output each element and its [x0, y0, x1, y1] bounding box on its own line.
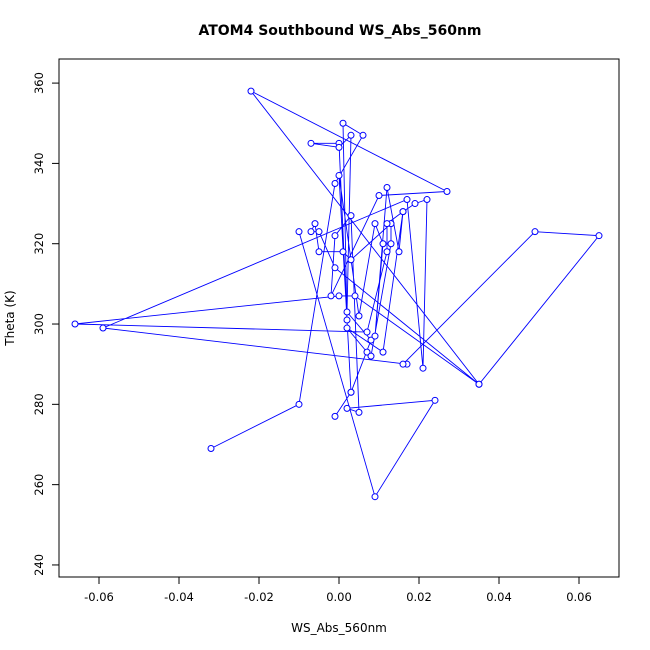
x-axis-label: WS_Abs_560nm — [291, 621, 387, 635]
x-axis: -0.06 -0.04 -0.02 0.00 0.02 0.04 0.06 — [84, 576, 592, 604]
x-tick-label: 0.06 — [566, 590, 592, 604]
data-point — [347, 256, 355, 264]
data-point — [375, 192, 383, 200]
data-point — [351, 292, 359, 300]
x-tick-label: -0.02 — [244, 590, 274, 604]
data-point — [423, 196, 431, 204]
data-point — [347, 388, 355, 396]
data-point — [403, 196, 411, 204]
data-point — [99, 324, 107, 332]
data-point — [367, 352, 375, 360]
data-point — [383, 220, 391, 228]
data-point — [327, 292, 335, 300]
data-point — [371, 493, 379, 501]
data-point — [371, 332, 379, 340]
data-point — [379, 348, 387, 356]
data-point — [371, 220, 379, 228]
y-tick-label: 280 — [32, 393, 46, 415]
y-tick-label: 360 — [32, 72, 46, 94]
data-point — [207, 445, 215, 453]
data-point — [419, 364, 427, 372]
data-point — [355, 408, 363, 416]
data-point — [315, 248, 323, 256]
y-axis-label: Theta (K) — [3, 290, 17, 346]
data-point — [347, 131, 355, 139]
data-point — [411, 200, 419, 208]
data-point — [307, 228, 315, 236]
data-point — [383, 183, 391, 191]
data-point — [475, 380, 483, 388]
chart-title: ATOM4 Southbound WS_Abs_560nm — [198, 23, 481, 39]
data-point — [395, 248, 403, 256]
data-point — [363, 348, 371, 356]
data-point — [335, 292, 343, 300]
data-point — [359, 131, 367, 139]
data-point — [431, 396, 439, 404]
data-point — [311, 220, 319, 228]
data-point — [595, 232, 603, 240]
data-point — [347, 212, 355, 220]
y-tick-label: 340 — [32, 152, 46, 174]
y-tick-label: 240 — [32, 554, 46, 576]
data-point — [247, 87, 255, 95]
data-point — [295, 228, 303, 236]
data-point — [379, 240, 387, 248]
data-point — [71, 320, 79, 328]
y-axis: 240 260 280 300 320 340 360 — [32, 72, 60, 576]
y-tick-label: 320 — [32, 233, 46, 255]
data-point — [387, 240, 395, 248]
data-point — [355, 312, 363, 320]
data-point — [307, 139, 315, 147]
y-tick-label: 260 — [32, 474, 46, 496]
data-point — [343, 308, 351, 316]
data-point — [399, 360, 407, 368]
data-point — [295, 400, 303, 408]
x-tick-label: -0.06 — [84, 590, 114, 604]
x-tick-label: -0.04 — [164, 590, 194, 604]
x-tick-label: 0.00 — [326, 590, 352, 604]
data-point — [383, 248, 391, 256]
data-point — [363, 328, 371, 336]
data-series — [71, 87, 603, 501]
data-point — [531, 228, 539, 236]
data-point — [335, 143, 343, 151]
data-point — [367, 336, 375, 344]
data-point — [339, 119, 347, 127]
data-point — [315, 228, 323, 236]
x-tick-label: 0.02 — [406, 590, 432, 604]
data-point — [343, 316, 351, 324]
data-point — [343, 324, 351, 332]
data-point — [331, 264, 339, 272]
data-point — [339, 248, 347, 256]
data-point — [335, 171, 343, 179]
data-point — [443, 188, 451, 196]
data-point — [399, 208, 407, 216]
data-point — [331, 412, 339, 420]
data-point — [343, 404, 351, 412]
x-tick-label: 0.04 — [486, 590, 512, 604]
data-point — [331, 179, 339, 187]
data-point — [331, 232, 339, 240]
y-tick-label: 300 — [32, 313, 46, 335]
